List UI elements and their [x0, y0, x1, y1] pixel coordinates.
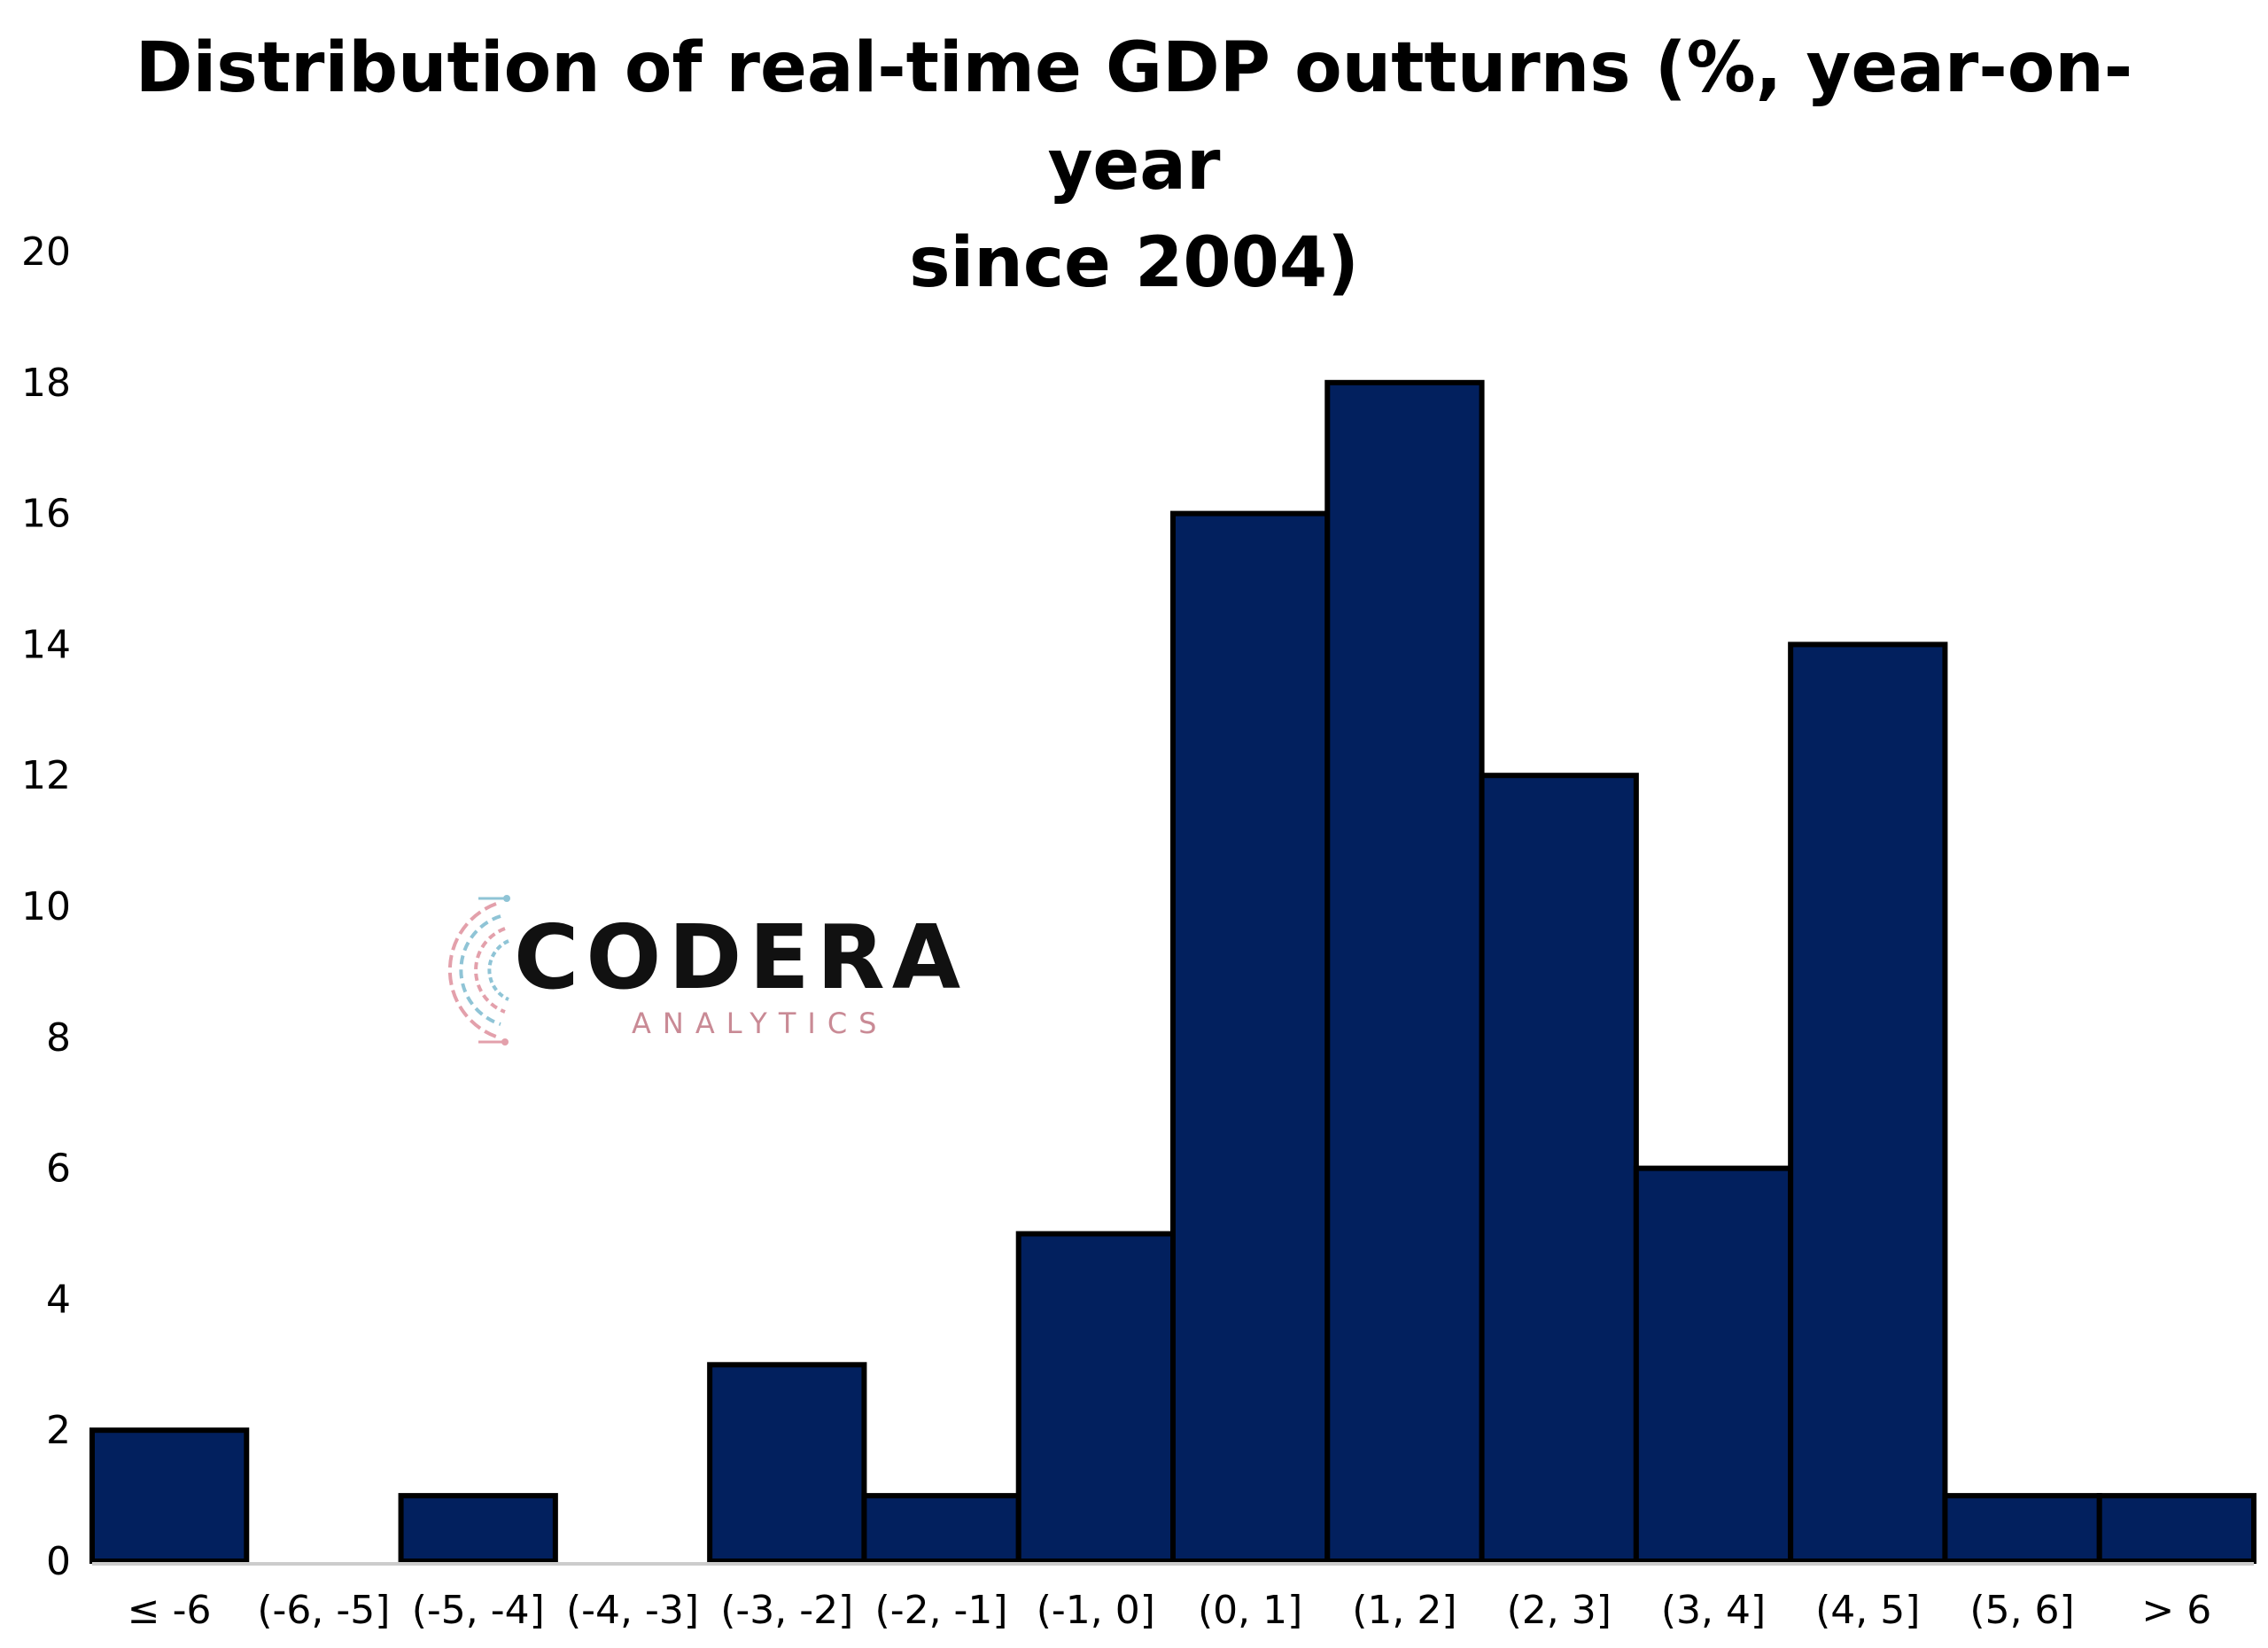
bar-2: [398, 1493, 558, 1564]
bar-8: [1324, 379, 1485, 1564]
chart-title: Distribution of real-time GDP outturns (…: [71, 19, 2197, 312]
x-tick-label: > 6: [2141, 1588, 2211, 1633]
y-tick-label: 6: [46, 1147, 71, 1192]
x-axis: ≤ -6 (-6, -5] (-5, -4] (-4, -3] (-3, -2] (-2,…: [128, 1588, 2212, 1633]
bar-11: [1788, 641, 1948, 1564]
x-tick-label: (5, 6]: [1969, 1588, 2074, 1633]
bar-6: [1015, 1231, 1176, 1564]
x-tick-label: (-3, -2]: [720, 1588, 853, 1633]
bar-5: [861, 1493, 1021, 1564]
x-tick-label: (2, 3]: [1507, 1588, 1612, 1633]
y-tick-label: 20: [21, 229, 71, 275]
logo-subtitle: ANALYTICS: [632, 1007, 889, 1040]
y-tick-label: 8: [46, 1015, 71, 1061]
y-tick-label: 14: [21, 622, 71, 667]
chart-title-line-2: since 2004): [909, 223, 1359, 303]
y-tick-label: 12: [21, 753, 71, 798]
x-tick-label: (3, 4]: [1661, 1588, 1766, 1633]
codera-logo: CODERA ANALYTICS: [390, 886, 960, 1054]
x-tick-label: (-2, -1]: [875, 1588, 1008, 1633]
bar-12: [1942, 1493, 2102, 1564]
bar-13: [2096, 1493, 2257, 1564]
y-tick-label: 0: [46, 1539, 71, 1584]
bar-7: [1170, 510, 1331, 1564]
y-axis: 0 2 4 6 8 10 12 14 16 18 20: [21, 229, 71, 1584]
chart-title-line-1: Distribution of real-time GDP outturns (…: [135, 28, 2133, 206]
y-tick-label: 4: [46, 1277, 71, 1322]
bar-0: [89, 1427, 250, 1564]
y-tick-label: 10: [21, 884, 71, 929]
x-tick-label: (-4, -3]: [566, 1588, 699, 1633]
bars-group: [89, 379, 2257, 1565]
y-tick-label: 16: [21, 492, 71, 537]
y-tick-label: 18: [21, 361, 71, 406]
bar-10: [1633, 1165, 1794, 1564]
x-tick-label: (1, 2]: [1352, 1588, 1456, 1633]
x-tick-label: ≤ -6: [128, 1588, 212, 1633]
x-tick-label: (0, 1]: [1198, 1588, 1302, 1633]
x-tick-label: (-6, -5]: [257, 1588, 390, 1633]
logo-wordmark: CODERA: [514, 906, 968, 1009]
y-tick-label: 2: [46, 1408, 71, 1453]
x-tick-label: (4, 5]: [1815, 1588, 1920, 1633]
x-tick-label: (-1, 0]: [1037, 1588, 1155, 1633]
x-tick-label: (-5, -4]: [412, 1588, 545, 1633]
bar-4: [707, 1362, 867, 1565]
bar-9: [1479, 773, 1639, 1564]
logo-rings-icon: [447, 895, 510, 1046]
